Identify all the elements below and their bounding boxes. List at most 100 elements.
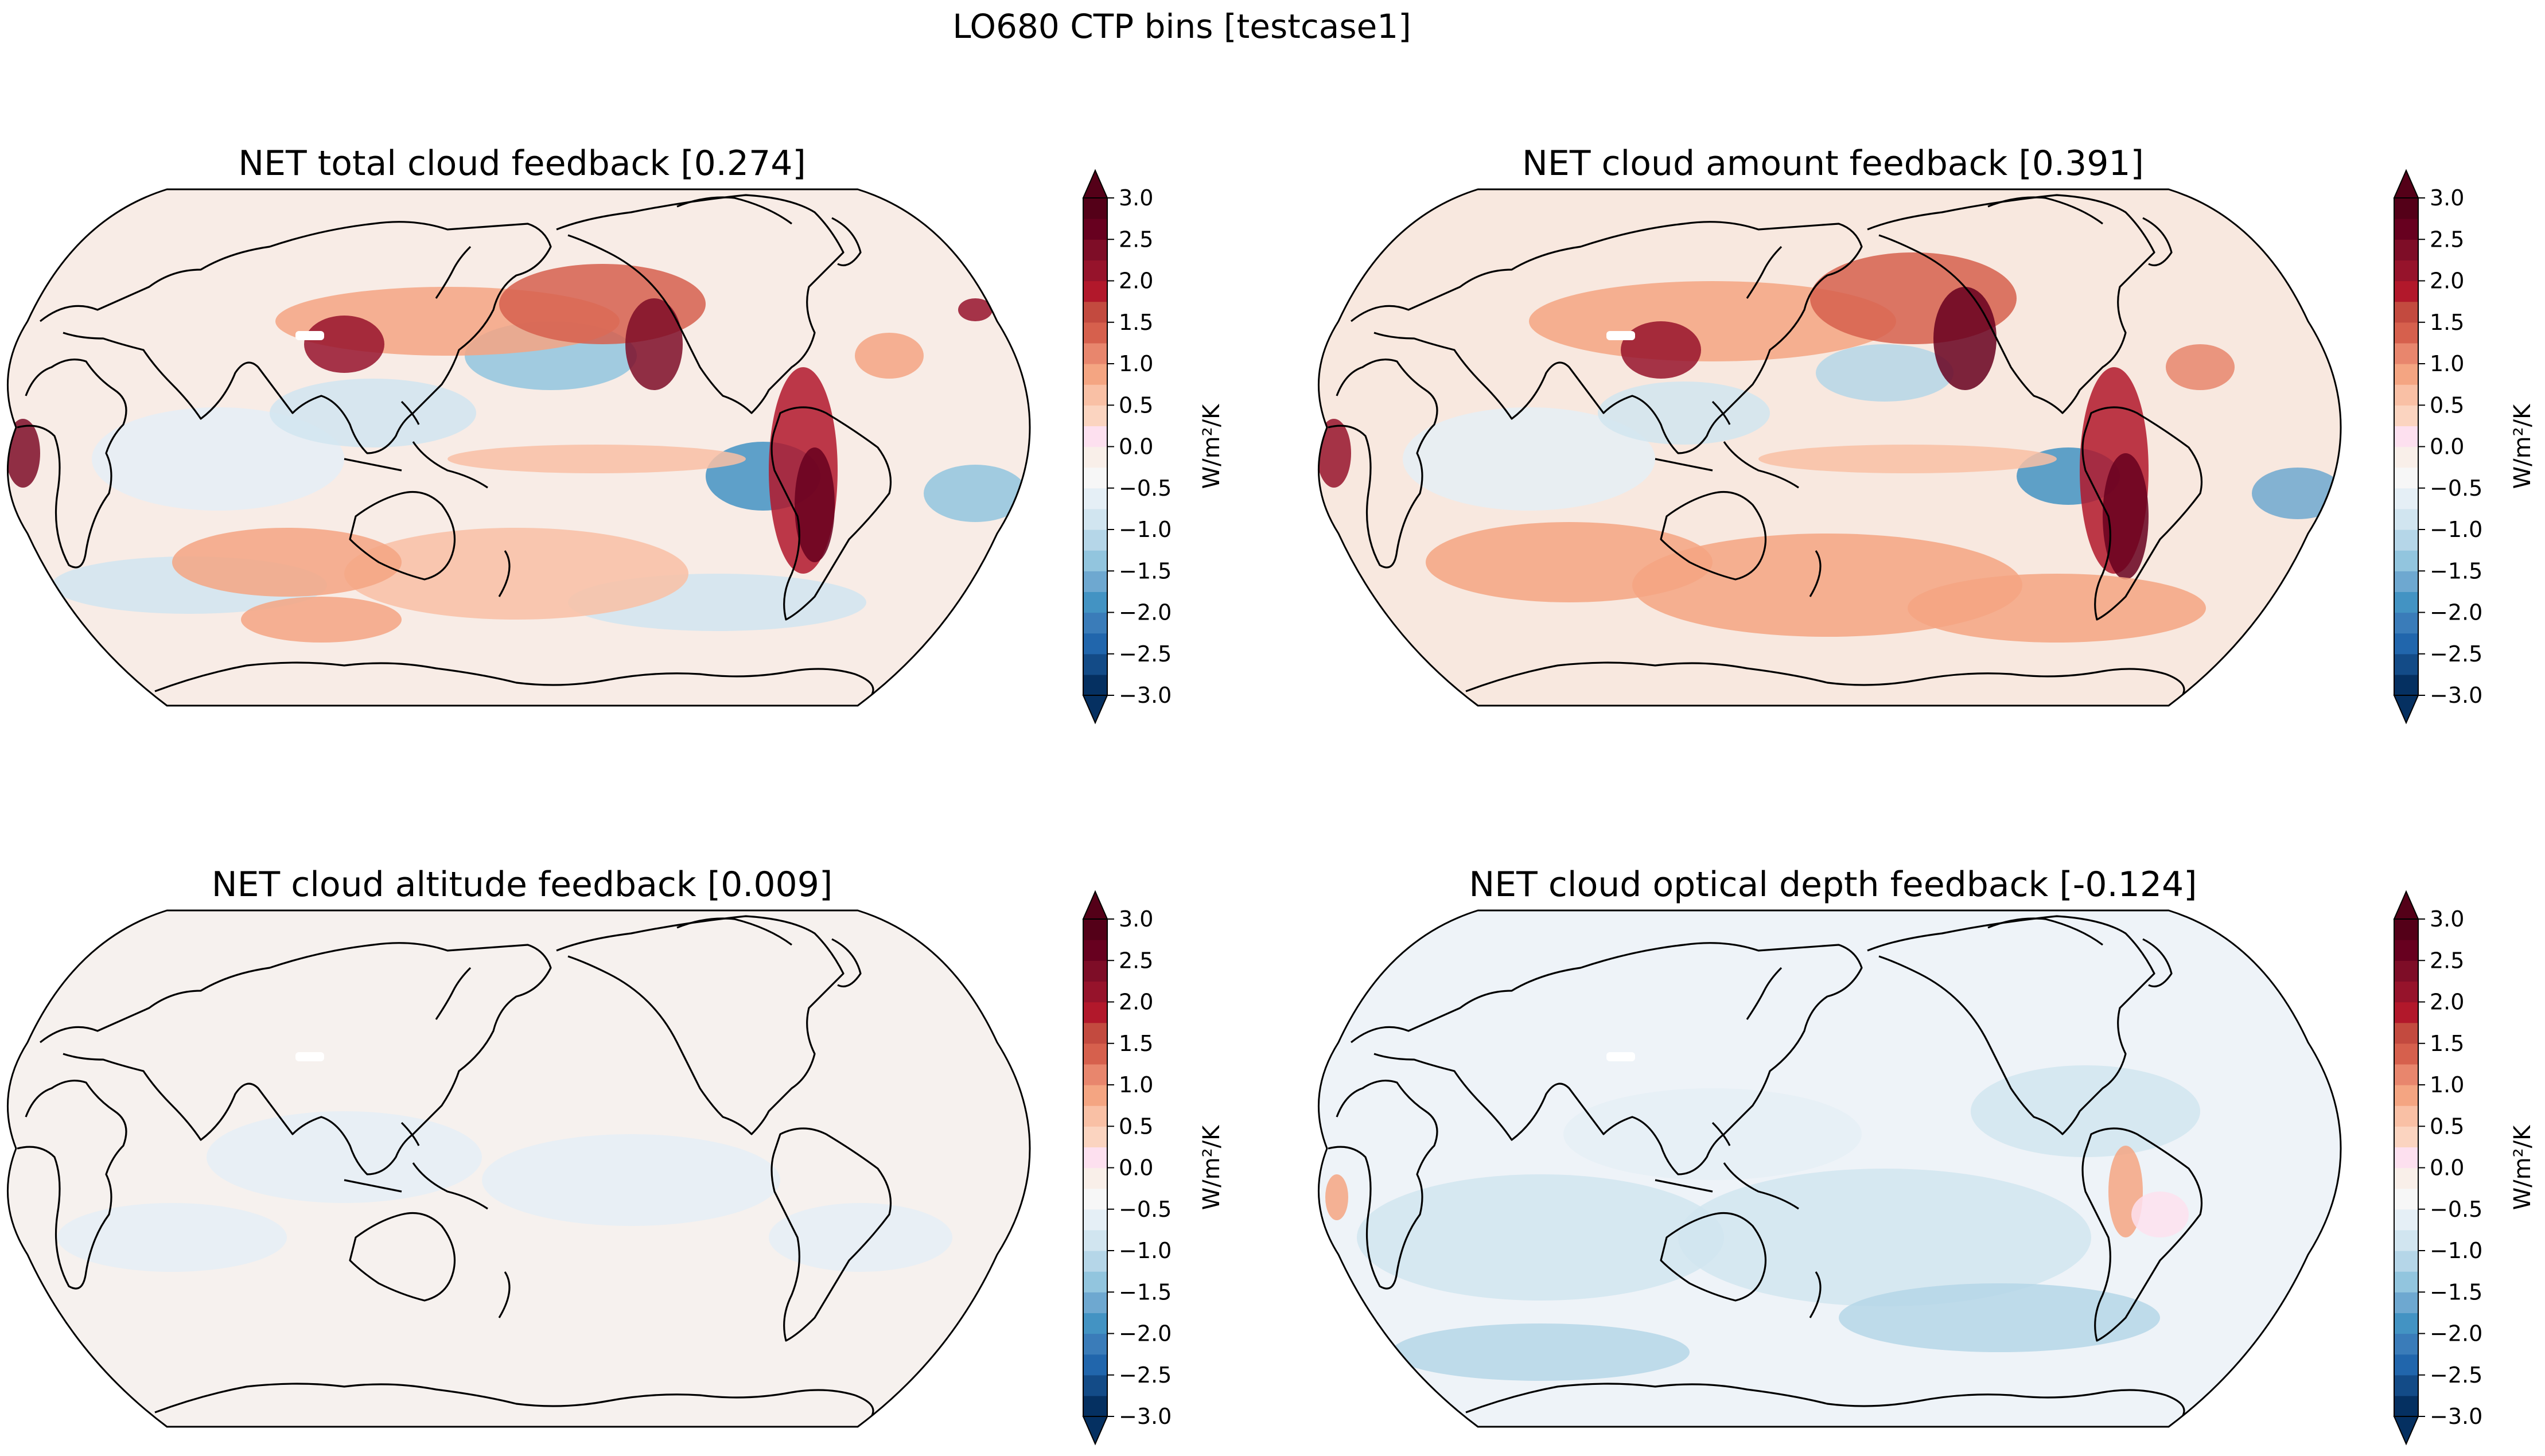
coastline [40, 942, 552, 1175]
contour-region [924, 465, 1027, 522]
colorbar-extend-min [1082, 695, 1108, 725]
colorbar-extend-max [2393, 169, 2419, 198]
map-area [6, 188, 1031, 707]
colorbar-tick-label: 2.0 [2430, 990, 2464, 1015]
colorbar-tick-label: −3.0 [2430, 1404, 2482, 1429]
colorbar-tick-label: −1.5 [1119, 558, 1172, 583]
colorbar-bin [2394, 960, 2418, 982]
map-border [6, 188, 1031, 707]
coastline [435, 967, 472, 1020]
contour-region [625, 298, 683, 390]
colorbar-bin [1083, 1313, 1107, 1334]
colorbar-bin [2394, 1209, 2418, 1231]
colorbar-tick-label: 1.5 [1119, 1031, 1153, 1056]
colorbar-bin [1083, 1229, 1107, 1251]
contour-region [1933, 287, 1997, 390]
colorbar-tick-label: 0.5 [2430, 1114, 2464, 1139]
map-border [1317, 188, 2342, 707]
coastline [1328, 1080, 1438, 1290]
colorbar-tick-label: −2.0 [2430, 1321, 2482, 1346]
colorbar-tick-label: 3.0 [1119, 185, 1153, 211]
contour-region [482, 1134, 780, 1226]
colorbar-bin [2394, 530, 2418, 551]
colorbar-tick-label: −3.0 [1119, 683, 1172, 708]
map-area [1317, 188, 2342, 707]
contour-region [958, 298, 993, 321]
missing-data-patch [1606, 1052, 1635, 1061]
colorbar-bin [2394, 384, 2418, 406]
colorbar-extend-min [2393, 1416, 2419, 1446]
colorbar-bin [2394, 1229, 2418, 1251]
colorbar-bin [2394, 281, 2418, 302]
coastline [1746, 967, 1783, 1020]
colorbar-bin [2394, 1333, 2418, 1355]
map-area [6, 909, 1031, 1428]
contour-region [344, 528, 688, 620]
colorbar-tick-label: 1.0 [1119, 1072, 1153, 1097]
colorbar-tick-label: −2.5 [1119, 1362, 1172, 1388]
colorbar-tick-label: 0.5 [1119, 392, 1153, 418]
colorbar-bin [1083, 198, 1107, 219]
colorbar-tick-label: −1.5 [2430, 1279, 2482, 1305]
colorbar-tick-label: −3.0 [2430, 683, 2482, 708]
colorbar-bin [1083, 550, 1107, 571]
colorbar-bin [2394, 674, 2418, 696]
colorbar-bin [1083, 426, 1107, 447]
colorbar-bin [1083, 612, 1107, 634]
coastline [1809, 1271, 1822, 1318]
colorbar-tick-label: 0.0 [2430, 434, 2464, 460]
colorbar-bin [2394, 1105, 2418, 1127]
contour-region [57, 1203, 287, 1272]
colorbar-tick-label: −0.5 [1119, 1197, 1172, 1222]
coastline [1660, 490, 1766, 581]
contour-field [1318, 910, 2341, 1427]
contour-region [1426, 522, 1713, 602]
colorbar-bin [1083, 1333, 1107, 1355]
coastline [1465, 1383, 2185, 1416]
colorbar-bin [2394, 1147, 2418, 1169]
colorbar-bin [2394, 571, 2418, 592]
colorbar-bin [2394, 1292, 2418, 1313]
coastline [770, 1127, 892, 1342]
panel-cloud-altitude-feedback: NET cloud altitude feedback [0.009] 3.0 2… [6, 865, 1225, 1446]
contour-region [855, 333, 924, 379]
coastline [1655, 400, 1799, 489]
colorbar-bin [2394, 488, 2418, 509]
colorbar-bin [1083, 405, 1107, 426]
colorbar-tick-label: 0.5 [2430, 392, 2464, 418]
colorbar-bin [1083, 1271, 1107, 1293]
contour-region [92, 407, 344, 511]
colorbar-tick-label: −1.0 [2430, 517, 2482, 542]
colorbar-bin [1083, 981, 1107, 1003]
colorbar-bin [2394, 1251, 2418, 1272]
colorbar-tick-label: −2.5 [1119, 641, 1172, 667]
contour-region [447, 445, 746, 473]
colorbar-extend-min [1082, 1416, 1108, 1446]
colorbar-bin [1083, 1126, 1107, 1147]
colorbar-bin [1083, 1375, 1107, 1396]
colorbar-bin [2394, 405, 2418, 426]
coastline [2081, 1127, 2202, 1342]
map-border [1317, 909, 2342, 1428]
colorbar-bin [1083, 530, 1107, 551]
panel-title: NET total cloud feedback [0.274] [238, 143, 806, 184]
contour-region [2166, 344, 2235, 390]
colorbar-tick-label: 0.0 [2430, 1155, 2464, 1181]
colorbar: 3.0 2.5 2.0 1.5 1.0 0.5 0.0 −0.5 −1.0 −1.5 −2.0 −2.… [2393, 890, 2536, 1446]
coastline [344, 1122, 488, 1210]
colorbar: 3.0 2.5 2.0 1.5 1.0 0.5 0.0 −0.5 −1.0 −1.5 −2.0 −2.… [1082, 169, 1225, 725]
colorbar-bin [2394, 239, 2418, 260]
coastline [349, 490, 456, 581]
contour-region [1357, 1174, 1724, 1301]
colorbar-tick-label: −2.5 [2430, 641, 2482, 667]
coastline [498, 550, 511, 597]
colorbar-bin [1083, 1064, 1107, 1085]
contour-region [1325, 1174, 1348, 1220]
colorbar-bin [2394, 591, 2418, 613]
colorbar-tick-label: 2.0 [1119, 268, 1153, 294]
missing-data-patch [1606, 331, 1635, 340]
missing-data-patch [295, 331, 324, 340]
colorbar-bin [2394, 1354, 2418, 1376]
coastline [40, 221, 552, 454]
colorbar-tick-label: 1.0 [2430, 1072, 2464, 1097]
